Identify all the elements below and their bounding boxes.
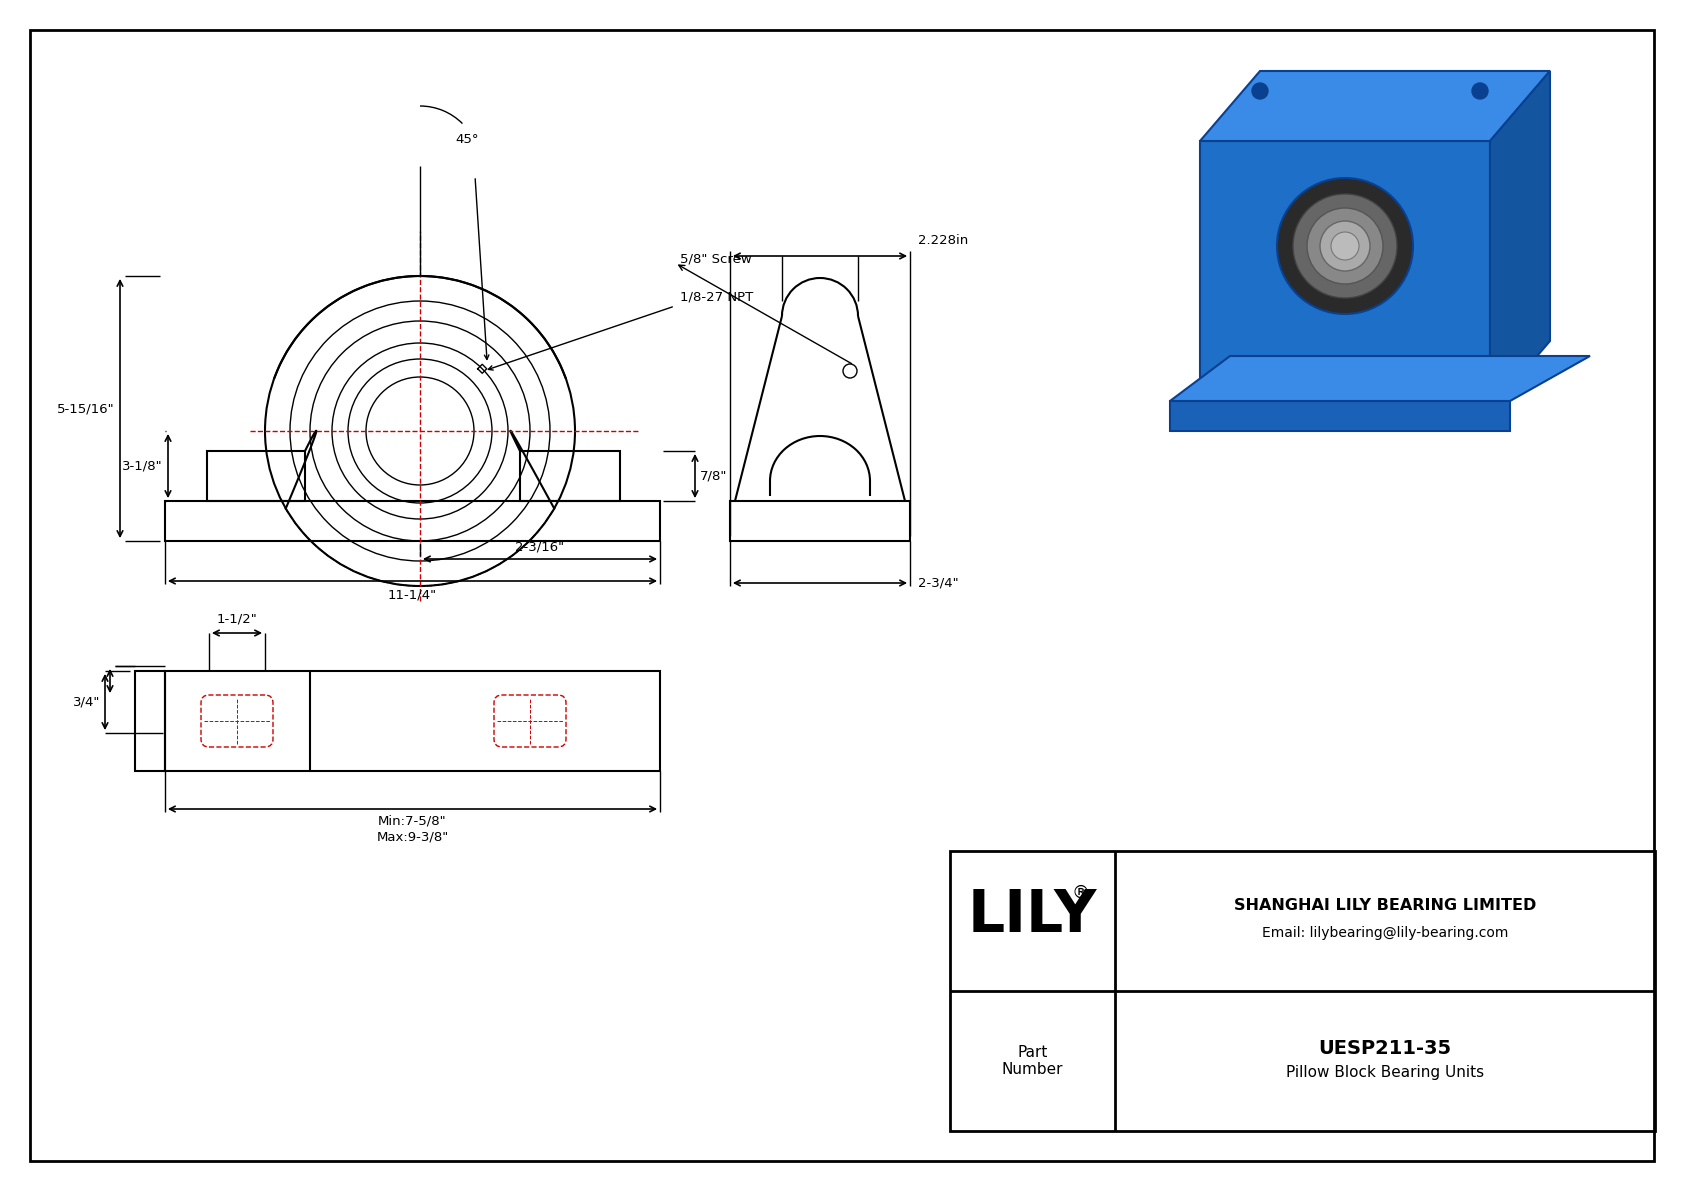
Polygon shape	[1170, 401, 1511, 431]
Text: 3/4": 3/4"	[72, 696, 99, 709]
Circle shape	[1330, 232, 1359, 260]
Circle shape	[1320, 222, 1371, 272]
Text: 45°: 45°	[455, 133, 478, 146]
Text: 11-1/4": 11-1/4"	[387, 590, 438, 601]
Polygon shape	[1170, 356, 1590, 401]
Bar	[207, 451, 305, 501]
Circle shape	[1293, 194, 1398, 298]
Text: ®: ®	[1071, 884, 1090, 902]
Bar	[729, 501, 909, 541]
Circle shape	[1472, 83, 1489, 99]
Text: 7/8": 7/8"	[701, 469, 727, 482]
Polygon shape	[1490, 71, 1549, 411]
Text: Max:9-3/8": Max:9-3/8"	[377, 831, 448, 844]
Text: 1-1/2": 1-1/2"	[217, 612, 258, 625]
Circle shape	[1307, 208, 1383, 283]
Text: Pillow Block Bearing Units: Pillow Block Bearing Units	[1287, 1066, 1484, 1080]
Text: Email: lilybearing@lily-bearing.com: Email: lilybearing@lily-bearing.com	[1261, 925, 1509, 940]
Text: Part
Number: Part Number	[1002, 1045, 1063, 1077]
Text: 1/8-27 NPT: 1/8-27 NPT	[680, 291, 753, 304]
Bar	[165, 671, 660, 771]
Text: 5/8" Screw: 5/8" Screw	[680, 252, 751, 266]
Text: 2.228in: 2.228in	[918, 235, 968, 248]
Circle shape	[1276, 177, 1413, 314]
Text: Min:7-5/8": Min:7-5/8"	[379, 815, 446, 828]
Bar	[135, 671, 165, 771]
Text: LILY: LILY	[968, 887, 1098, 944]
Bar	[520, 451, 620, 501]
Bar	[950, 852, 1655, 1131]
Text: 2-3/16": 2-3/16"	[515, 540, 564, 553]
Text: 3-1/8": 3-1/8"	[123, 460, 163, 473]
Circle shape	[1251, 83, 1268, 99]
Text: SHANGHAI LILY BEARING LIMITED: SHANGHAI LILY BEARING LIMITED	[1234, 898, 1536, 913]
Bar	[165, 501, 660, 541]
Polygon shape	[1201, 141, 1490, 411]
Text: UESP211-35: UESP211-35	[1319, 1040, 1452, 1059]
Polygon shape	[1201, 71, 1549, 141]
Text: 2-3/4": 2-3/4"	[918, 576, 958, 590]
Text: 5-15/16": 5-15/16"	[57, 403, 115, 414]
